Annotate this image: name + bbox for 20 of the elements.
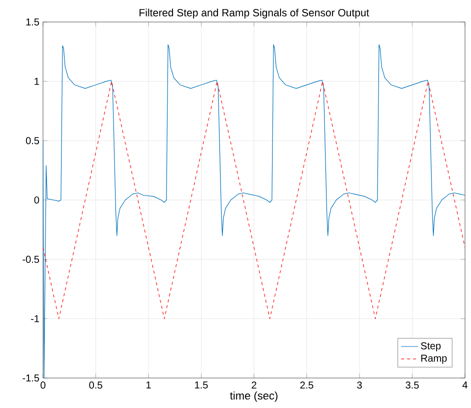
chart-title: Filtered Step and Ramp Signals of Sensor Output [140, 8, 370, 18]
x-tick-label: 1 [146, 382, 151, 388]
y-tick-label: -0.5 [22, 256, 40, 263]
x-tick-label: 0.5 [89, 382, 102, 389]
y-tick-label: 1 [34, 78, 39, 85]
y-tick-label: 0.5 [26, 137, 40, 144]
x-axis-title: time (sec) [230, 391, 278, 402]
y-tick-label: -1 [31, 315, 39, 322]
x-tick-label: 2 [252, 382, 256, 389]
y-tick-label: 0 [34, 196, 40, 204]
x-tick-label: 4 [462, 382, 468, 388]
legend-label: Ramp [421, 354, 447, 364]
x-tick-label: 2.5 [300, 382, 314, 389]
x-tick-label: 3 [357, 382, 362, 389]
x-tick-label: 3.5 [406, 382, 419, 389]
x-tick-label: 1.5 [195, 382, 208, 389]
y-tick-label: 1.5 [26, 18, 40, 26]
y-tick-label: -1.5 [22, 374, 40, 382]
x-tick-label: 0 [40, 382, 46, 389]
legend-label: Step [420, 342, 441, 352]
